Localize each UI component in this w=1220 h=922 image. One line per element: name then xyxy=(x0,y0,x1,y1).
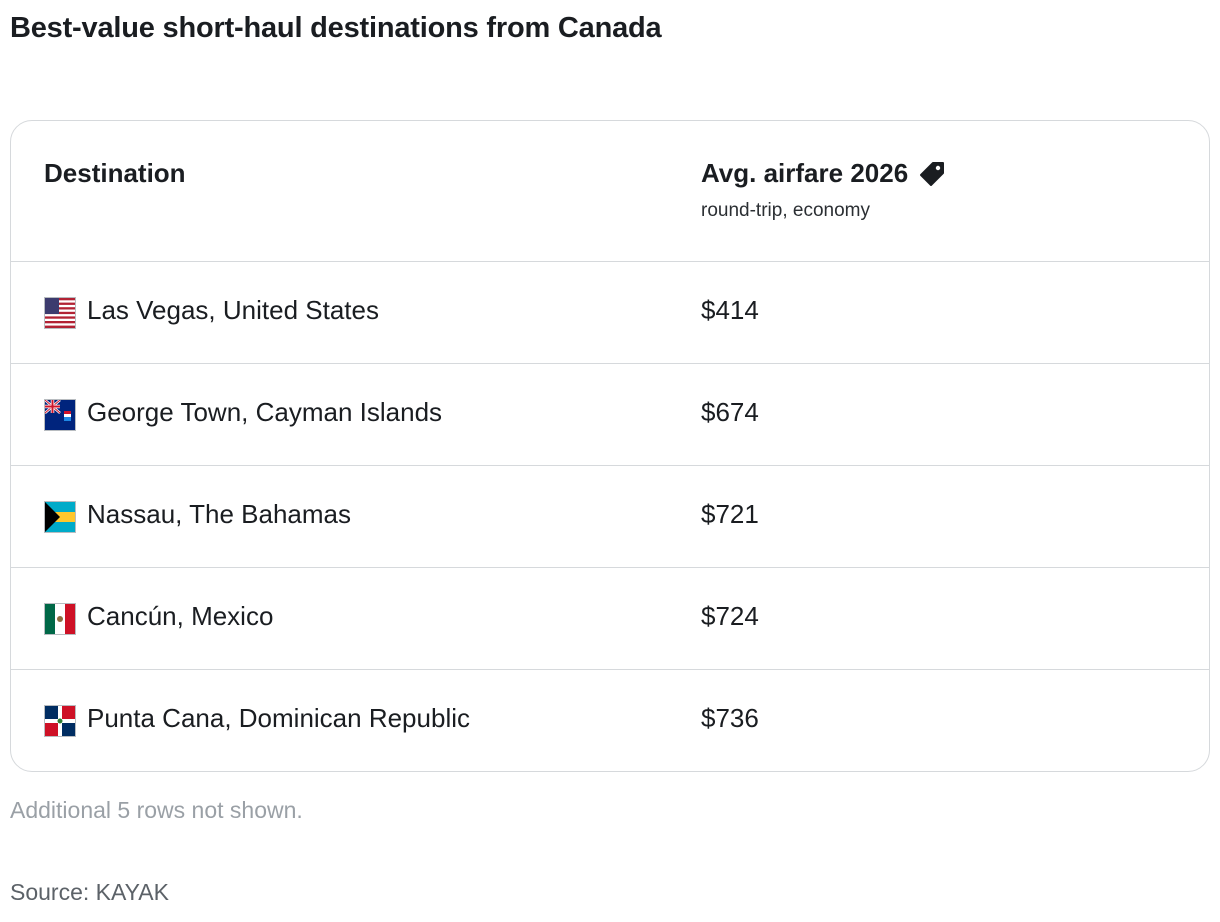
destinations-table: Destination Avg. airfare 2026 round-trip… xyxy=(10,120,1210,772)
column-header-airfare-label: Avg. airfare 2026 xyxy=(701,158,909,188)
airfare-value: $414 xyxy=(701,295,759,325)
table-row: Cancún, Mexico $724 xyxy=(11,568,1209,670)
table-row: Nassau, The Bahamas $721 xyxy=(11,466,1209,568)
column-header-destination[interactable]: Destination xyxy=(44,158,186,188)
airfare-value: $721 xyxy=(701,499,759,529)
destination-name: George Town, Cayman Islands xyxy=(87,397,443,427)
destination-name: Las Vegas, United States xyxy=(87,295,379,325)
source-caption: Source: KAYAK xyxy=(10,879,169,905)
column-subheader-airfare: round-trip, economy xyxy=(701,200,870,221)
column-header-airfare[interactable]: Avg. airfare 2026 xyxy=(701,158,946,189)
price-tag-icon xyxy=(918,160,946,188)
destination-name: Cancún, Mexico xyxy=(87,601,274,631)
cayman-islands-flag-icon xyxy=(44,399,76,431)
table-row: Punta Cana, Dominican Republic $736 xyxy=(11,670,1209,771)
us-flag-icon xyxy=(44,297,76,329)
airfare-value: $736 xyxy=(701,703,759,733)
page-title: Best-value short-haul destinations from … xyxy=(10,12,662,44)
table-header: Destination Avg. airfare 2026 round-trip… xyxy=(11,121,1209,262)
destination-name: Punta Cana, Dominican Republic xyxy=(87,703,470,733)
bahamas-flag-icon xyxy=(44,501,76,533)
mexico-flag-icon xyxy=(44,603,76,635)
table-row: George Town, Cayman Islands $674 xyxy=(11,364,1209,466)
destination-name: Nassau, The Bahamas xyxy=(87,499,351,529)
dominican-republic-flag-icon xyxy=(44,705,76,737)
airfare-value: $674 xyxy=(701,397,759,427)
airfare-value: $724 xyxy=(701,601,759,631)
table-row: Las Vegas, United States $414 xyxy=(11,262,1209,364)
rows-hidden-note: Additional 5 rows not shown. xyxy=(10,797,303,823)
